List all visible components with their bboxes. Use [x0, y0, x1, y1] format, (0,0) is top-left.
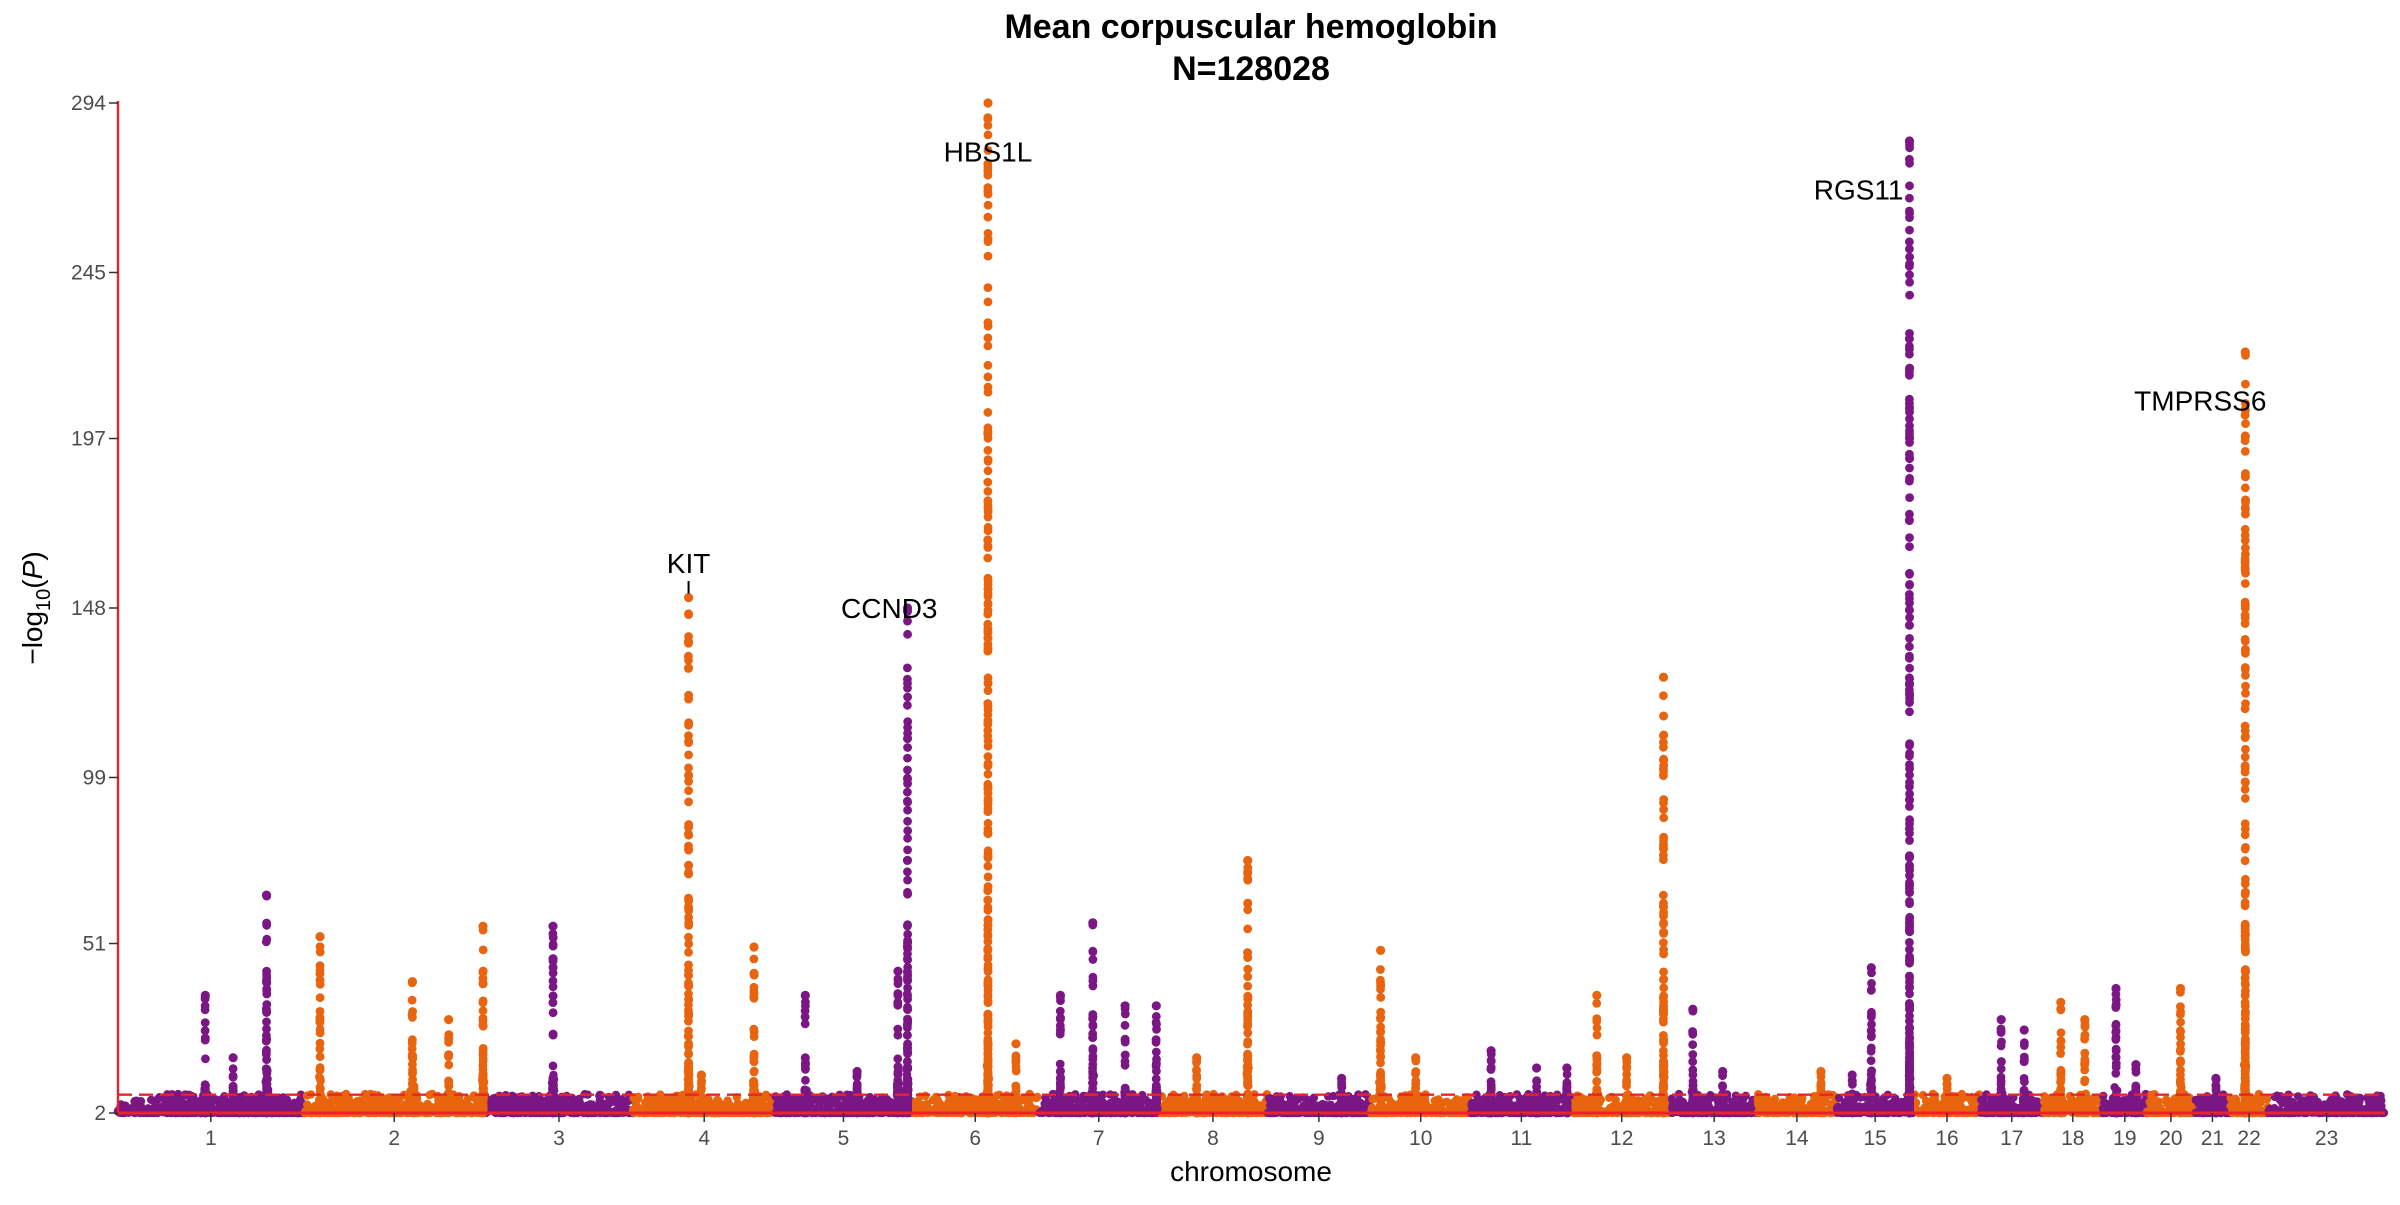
data-point — [1641, 1097, 1650, 1106]
data-point — [1678, 1097, 1688, 1107]
data-point — [391, 1102, 400, 1112]
data-point — [633, 1094, 642, 1104]
data-point — [995, 1100, 1005, 1109]
data-point — [332, 1096, 341, 1105]
data-point — [147, 1095, 156, 1105]
data-point — [2031, 1103, 2041, 1113]
data-point — [125, 1104, 134, 1113]
data-point — [255, 1090, 264, 1100]
data-point — [1579, 1100, 1589, 1109]
data-point — [526, 1096, 536, 1106]
data-point — [495, 1103, 504, 1113]
data-point — [2226, 1101, 2235, 1111]
data-point — [1981, 1100, 1991, 1109]
data-point — [360, 1089, 370, 1099]
data-point — [136, 1102, 146, 1111]
data-point — [1106, 1098, 1116, 1108]
data-point — [1728, 1098, 1737, 1107]
data-point — [1420, 1095, 1430, 1105]
data-point — [341, 1100, 350, 1109]
data-point — [463, 1094, 472, 1104]
data-point — [1457, 1096, 1466, 1105]
data-point — [667, 1101, 676, 1111]
data-point — [1264, 1094, 1274, 1103]
data-point — [515, 1096, 524, 1105]
data-point — [954, 1101, 963, 1110]
data-point — [619, 1099, 628, 1108]
data-point — [470, 1094, 479, 1103]
data-point — [737, 1102, 747, 1111]
data-point — [1806, 1100, 1815, 1109]
data-point — [1505, 1092, 1515, 1101]
data-point — [171, 1101, 180, 1111]
data-point — [1215, 1100, 1224, 1110]
data-point — [771, 1092, 780, 1101]
data-point — [873, 1101, 882, 1110]
data-point — [1796, 1095, 1805, 1104]
data-point — [2191, 1095, 2200, 1105]
data-point — [923, 1099, 932, 1108]
data-point — [1477, 1099, 1486, 1109]
data-point — [276, 1095, 285, 1104]
data-point — [1201, 1095, 1210, 1104]
data-point — [2040, 1097, 2049, 1107]
data-point — [1285, 1092, 1294, 1101]
data-point — [1505, 1100, 1514, 1109]
data-point — [1782, 1098, 1791, 1107]
data-point — [210, 1095, 219, 1105]
data-point — [586, 1100, 595, 1109]
data-point — [1274, 1096, 1283, 1106]
data-point — [1762, 1103, 1772, 1112]
data-point — [270, 1097, 279, 1106]
data-point — [455, 1092, 464, 1101]
data-point — [433, 1091, 442, 1101]
data-point — [1235, 1096, 1244, 1106]
data-point — [2200, 1101, 2209, 1110]
data-point — [938, 1102, 947, 1111]
data-point — [296, 1095, 305, 1104]
data-point — [291, 1102, 300, 1111]
data-point — [2147, 1100, 2156, 1110]
data-point — [558, 1098, 567, 1107]
data-point — [173, 1089, 183, 1099]
data-point — [365, 1096, 374, 1105]
data-point — [656, 1090, 665, 1099]
data-point — [961, 1092, 971, 1101]
data-point — [831, 1100, 841, 1109]
data-point — [603, 1100, 613, 1110]
data-point — [1141, 1095, 1151, 1105]
data-point — [648, 1100, 657, 1110]
points-layer — [113, 98, 2389, 1118]
data-point — [504, 1095, 513, 1105]
data-point — [324, 1103, 334, 1113]
data-point — [714, 1096, 723, 1106]
data-point — [1797, 1102, 1806, 1112]
data-point — [1931, 1097, 1940, 1106]
data-point — [1738, 1095, 1748, 1104]
data-point — [1921, 1096, 1931, 1106]
data-point — [537, 1097, 547, 1107]
data-point — [1227, 1092, 1236, 1101]
data-point — [193, 1100, 202, 1109]
data-point — [2065, 1091, 2075, 1101]
data-point — [425, 1090, 434, 1100]
data-point — [665, 1094, 674, 1103]
